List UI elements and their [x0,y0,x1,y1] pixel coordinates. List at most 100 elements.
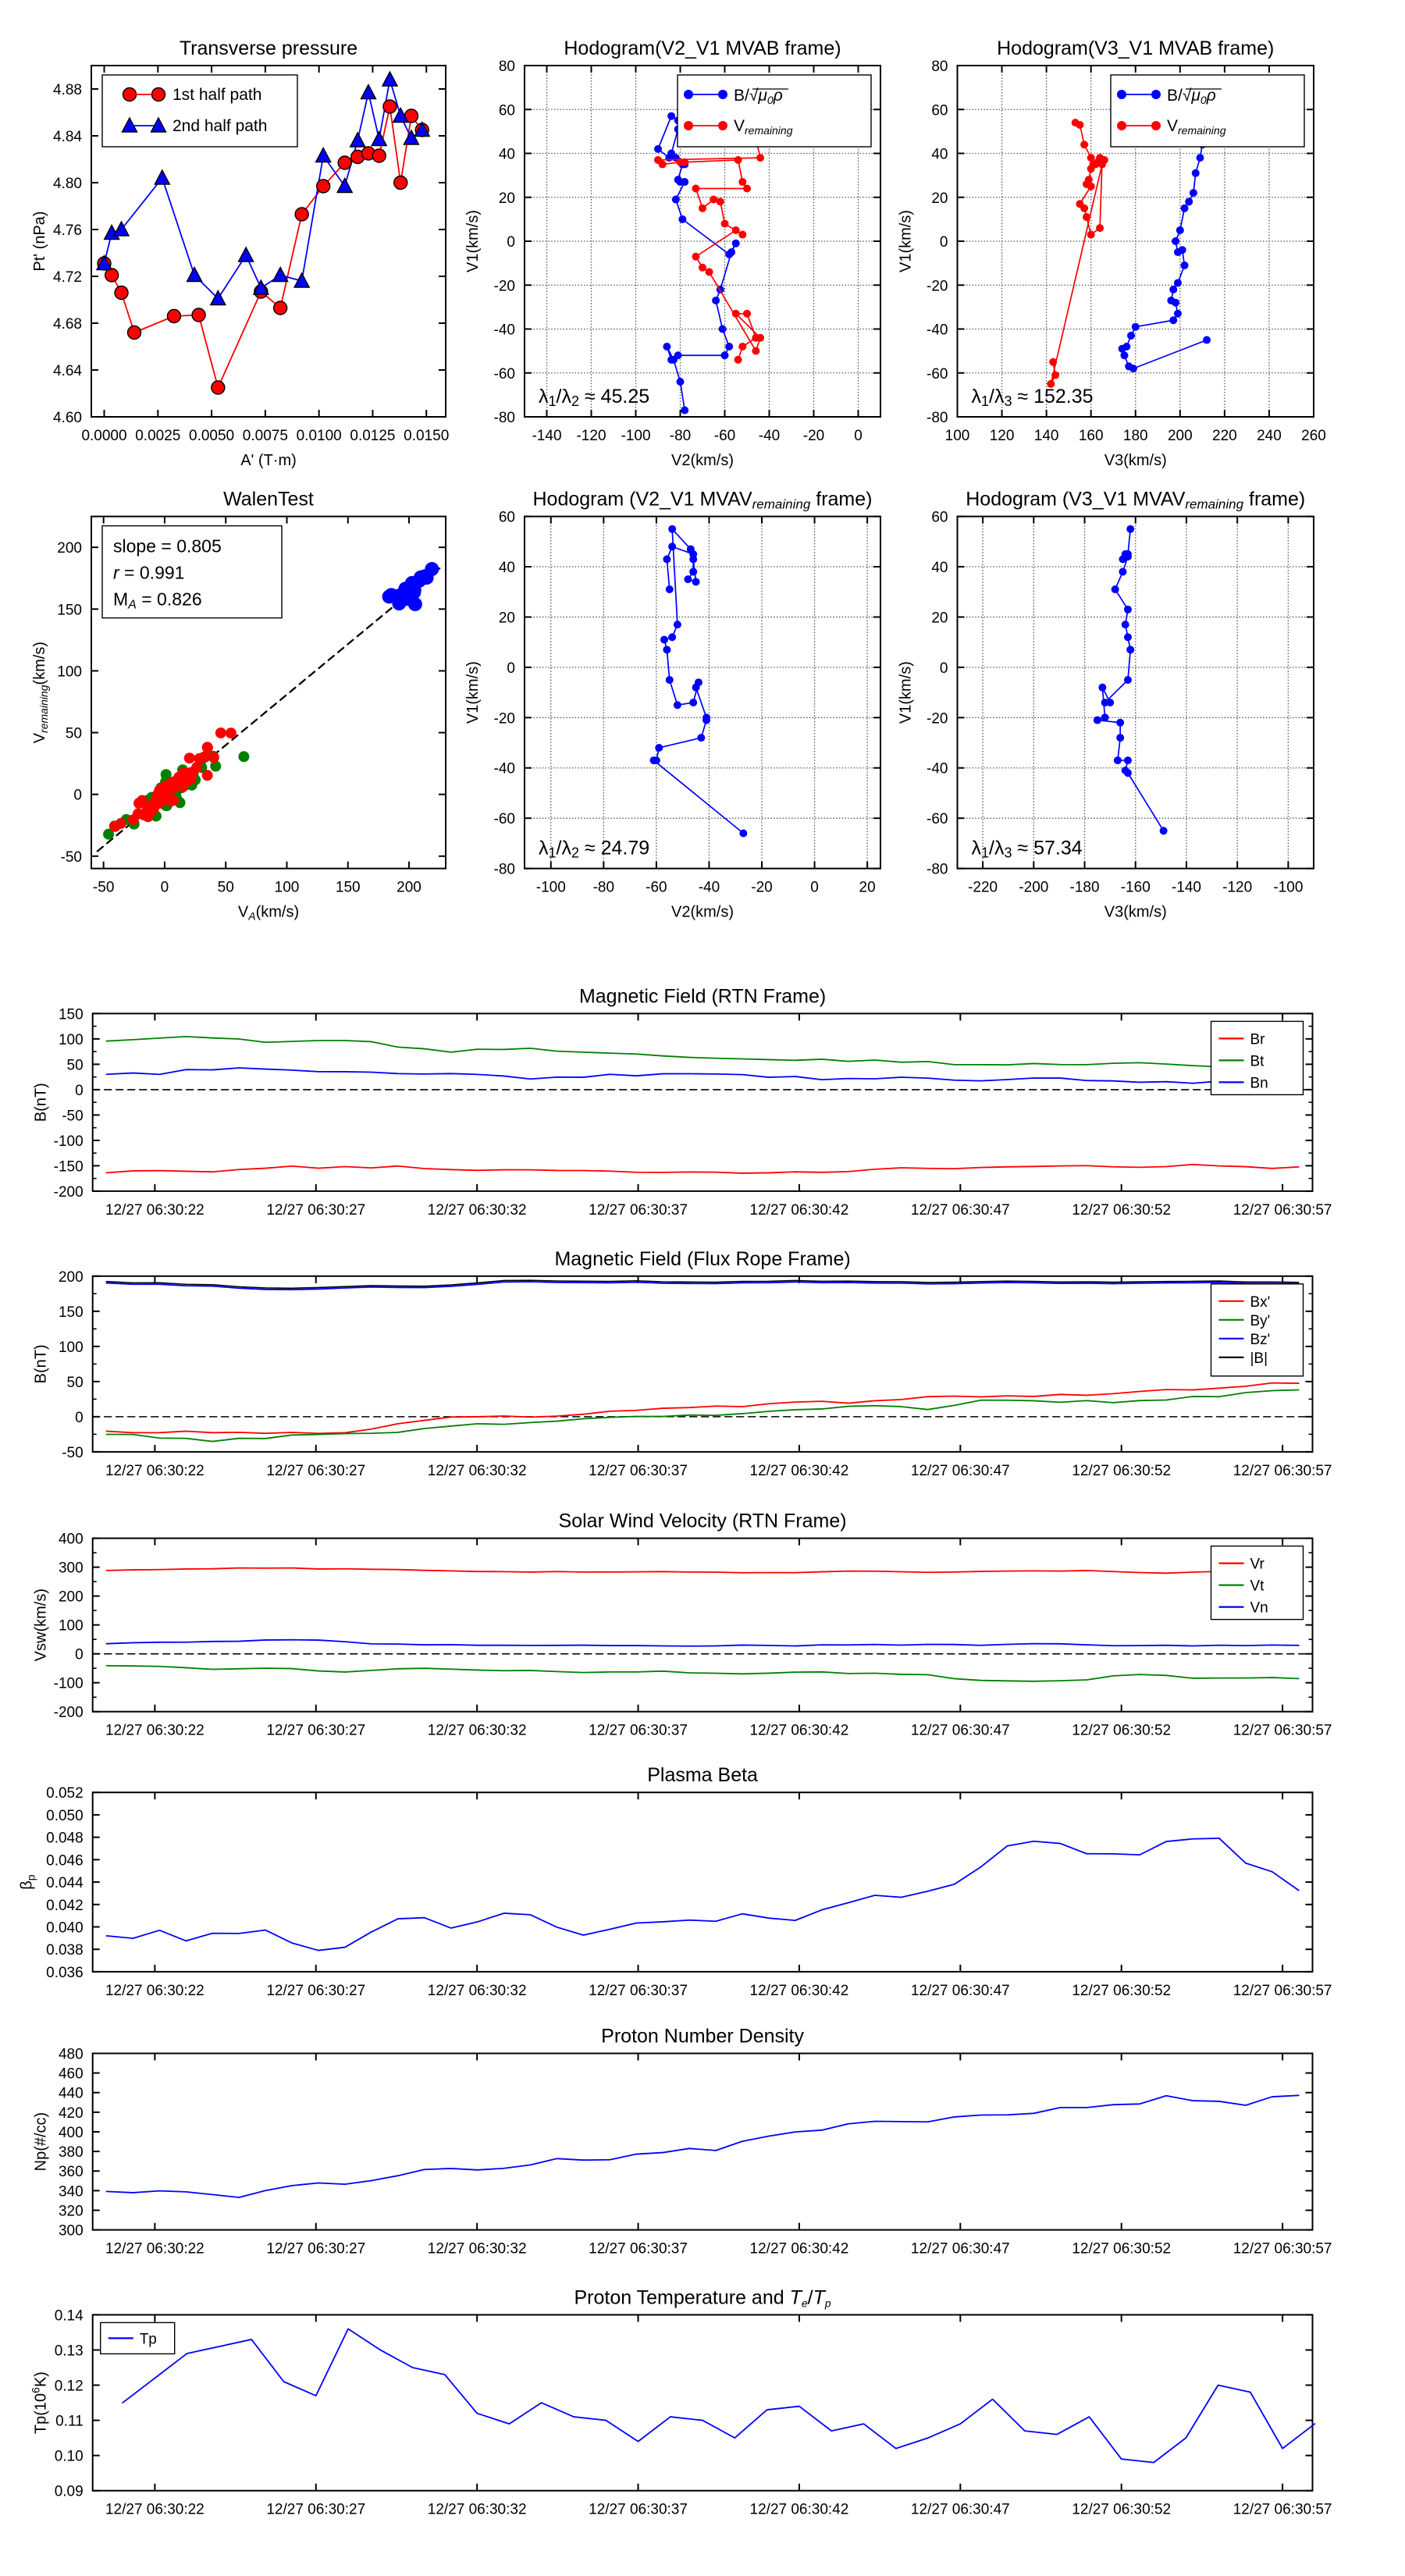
svg-text:180: 180 [1123,428,1148,444]
svg-text:Plasma Beta: Plasma Beta [647,1764,758,1786]
svg-text:r = 0.991: r = 0.991 [113,563,184,583]
svg-text:12/27 06:30:42: 12/27 06:30:42 [750,2241,849,2258]
svg-text:Hodogram (V2_V1 MVAVremaining: Hodogram (V2_V1 MVAVremaining frame) [533,489,873,512]
svg-text:0.052: 0.052 [46,1785,84,1802]
svg-text:4.60: 4.60 [53,410,82,426]
svg-text:12/27 06:30:37: 12/27 06:30:37 [589,2502,688,2518]
svg-text:12/27 06:30:27: 12/27 06:30:27 [266,1202,365,1219]
svg-text:0: 0 [75,1647,84,1663]
svg-text:150: 150 [59,1006,84,1023]
svg-text:260: 260 [1301,428,1326,444]
svg-text:12/27 06:30:47: 12/27 06:30:47 [911,2502,1010,2518]
svg-text:By': By' [1250,1313,1271,1329]
svg-text:Solar Wind Velocity (RTN Frame: Solar Wind Velocity (RTN Frame) [559,1510,847,1532]
svg-text:-100: -100 [536,880,566,896]
svg-text:0: 0 [75,1083,84,1099]
svg-text:-40: -40 [699,880,720,896]
svg-text:0.046: 0.046 [46,1852,84,1869]
svg-text:150: 150 [57,602,82,618]
svg-text:Transverse pressure: Transverse pressure [180,37,357,59]
svg-text:12/27 06:30:22: 12/27 06:30:22 [105,2241,205,2258]
svg-text:12/27 06:30:37: 12/27 06:30:37 [589,2241,688,2258]
svg-text:-20: -20 [494,710,515,727]
svg-text:Magnetic Field (Flux Rope Fram: Magnetic Field (Flux Rope Frame) [554,1248,850,1270]
svg-text:12/27 06:30:52: 12/27 06:30:52 [1072,1202,1171,1219]
svg-text:160: 160 [1079,428,1104,444]
svg-text:60: 60 [499,510,515,526]
svg-text:12/27 06:30:57: 12/27 06:30:57 [1233,2241,1332,2258]
svg-text:50: 50 [67,1375,84,1391]
svg-text:0: 0 [940,234,948,251]
svg-text:-140: -140 [532,428,561,444]
svg-text:50: 50 [66,726,82,742]
svg-text:12/27 06:30:52: 12/27 06:30:52 [1072,1983,1171,1999]
svg-text:Bt: Bt [1250,1053,1265,1069]
svg-text:-120: -120 [1222,880,1252,896]
svg-text:12/27 06:30:27: 12/27 06:30:27 [266,1463,365,1479]
svg-text:200: 200 [397,880,422,896]
svg-text:Bz': Bz' [1250,1332,1271,1348]
svg-text:Proton Number Density: Proton Number Density [601,2026,804,2048]
svg-text:-100: -100 [1273,880,1303,896]
svg-text:-50: -50 [93,880,114,896]
svg-text:20: 20 [859,880,876,896]
svg-text:12/27 06:30:22: 12/27 06:30:22 [105,1983,205,1999]
svg-text:λ1/λ3 ≈ 152.35: λ1/λ3 ≈ 152.35 [972,386,1094,409]
svg-text:V2(km/s): V2(km/s) [671,904,734,921]
svg-text:12/27 06:30:57: 12/27 06:30:57 [1233,2502,1332,2518]
svg-text:200: 200 [1168,428,1193,444]
svg-text:12/27 06:30:42: 12/27 06:30:42 [750,1202,849,1219]
svg-text:0: 0 [507,660,515,677]
svg-text:-40: -40 [494,322,515,339]
svg-text:12/27 06:30:52: 12/27 06:30:52 [1072,1723,1171,1739]
svg-text:12/27 06:30:42: 12/27 06:30:42 [750,2502,849,2518]
svg-text:-80: -80 [494,862,515,878]
svg-text:460: 460 [59,2066,84,2083]
svg-text:4.84: 4.84 [53,129,82,145]
svg-text:-20: -20 [927,278,948,294]
svg-text:12/27 06:30:52: 12/27 06:30:52 [1072,2241,1171,2258]
svg-text:-80: -80 [494,410,515,426]
svg-text:40: 40 [931,560,948,576]
svg-text:0: 0 [161,880,169,896]
svg-text:-80: -80 [670,428,691,444]
svg-text:0: 0 [940,660,948,677]
svg-text:0.0075: 0.0075 [243,428,288,444]
svg-text:2nd half path: 2nd half path [173,117,267,135]
svg-text:Magnetic Field (RTN Frame): Magnetic Field (RTN Frame) [579,985,826,1007]
svg-text:80: 80 [499,59,515,75]
svg-text:12/27 06:30:57: 12/27 06:30:57 [1233,1983,1332,1999]
svg-text:12/27 06:30:27: 12/27 06:30:27 [266,1723,365,1739]
svg-text:20: 20 [931,190,948,207]
svg-text:WalenTest: WalenTest [223,489,314,511]
svg-text:slope = 0.805: slope = 0.805 [113,536,222,557]
svg-text:40: 40 [931,147,948,163]
svg-text:440: 440 [59,2086,84,2102]
svg-text:Hodogram(V3_V1 MVAB frame): Hodogram(V3_V1 MVAB frame) [997,37,1274,59]
svg-text:-200: -200 [54,1705,84,1721]
svg-text:-50: -50 [62,1445,83,1461]
svg-text:V3(km/s): V3(km/s) [1104,452,1167,469]
svg-text:12/27 06:30:37: 12/27 06:30:37 [589,1723,688,1739]
svg-text:0.10: 0.10 [55,2449,84,2465]
svg-text:400: 400 [59,2125,84,2141]
svg-text:300: 300 [59,1560,84,1577]
svg-text:-100: -100 [54,1676,84,1692]
svg-text:Vsw(km/s): Vsw(km/s) [33,1589,50,1661]
svg-text:12/27 06:30:47: 12/27 06:30:47 [911,1983,1010,1999]
svg-text:-100: -100 [621,428,650,444]
svg-text:Bx': Bx' [1250,1294,1271,1311]
svg-text:12/27 06:30:52: 12/27 06:30:52 [1072,2502,1171,2518]
svg-text:Br: Br [1250,1031,1266,1048]
svg-text:Proton Temperature and Te/Tp: Proton Temperature and Te/Tp [574,2286,831,2309]
svg-text:Pt' (nPa): Pt' (nPa) [31,211,48,271]
svg-text:-20: -20 [494,278,515,294]
svg-text:0: 0 [75,1410,84,1426]
svg-text:Vn: Vn [1250,1600,1268,1617]
svg-text:150: 150 [59,1304,84,1321]
svg-text:0.050: 0.050 [46,1808,84,1824]
svg-text:200: 200 [59,1269,84,1286]
svg-text:12/27 06:30:37: 12/27 06:30:37 [589,1202,688,1219]
svg-text:-100: -100 [54,1133,84,1150]
svg-text:12/27 06:30:32: 12/27 06:30:32 [428,1723,527,1739]
